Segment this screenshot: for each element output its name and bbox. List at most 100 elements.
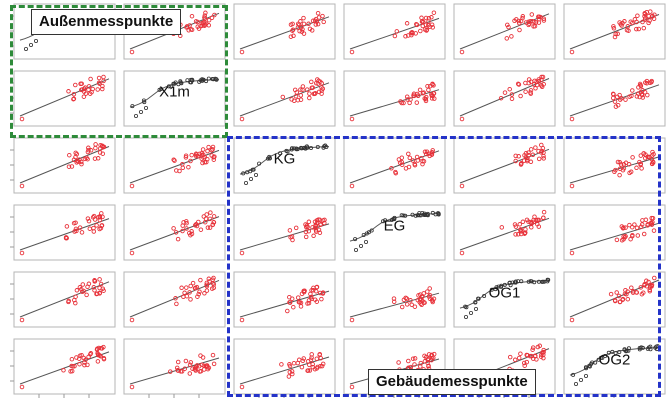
scatter-point bbox=[19, 384, 25, 390]
scatter-point bbox=[180, 162, 185, 167]
scatter-point bbox=[405, 97, 410, 102]
diagonal-point bbox=[606, 350, 611, 355]
scatter-point bbox=[101, 74, 106, 80]
scatter-point bbox=[524, 359, 530, 365]
scatter-point bbox=[199, 150, 205, 156]
scatter-point bbox=[175, 368, 181, 373]
scatter-point bbox=[198, 227, 204, 232]
scatter-point bbox=[101, 288, 106, 293]
scatter-point bbox=[410, 30, 415, 36]
scatter-point bbox=[634, 26, 639, 32]
scatter-point bbox=[625, 24, 631, 29]
scatter-point bbox=[349, 49, 355, 55]
scatter-point bbox=[623, 234, 628, 239]
scatter-point bbox=[312, 366, 318, 372]
scatter-point bbox=[279, 362, 284, 367]
scatter-point bbox=[101, 344, 106, 350]
scatter-point bbox=[63, 235, 69, 240]
scatter-point bbox=[306, 228, 312, 234]
scatter-point bbox=[314, 221, 320, 226]
scatter-point bbox=[184, 293, 190, 299]
scatter-point bbox=[313, 90, 318, 96]
scatter-point bbox=[129, 183, 135, 189]
diagonal-point bbox=[315, 144, 320, 149]
scatter-point bbox=[611, 24, 616, 29]
diagonal-point bbox=[243, 180, 248, 185]
scatter-point bbox=[211, 220, 217, 225]
matrix-cell-r0-c3 bbox=[343, 3, 446, 60]
scatter-point bbox=[129, 317, 135, 323]
scatter-point bbox=[419, 15, 424, 21]
fit-line bbox=[129, 279, 220, 318]
fit-line bbox=[239, 290, 330, 318]
scatter-point bbox=[618, 162, 624, 167]
scatter-point bbox=[318, 222, 323, 228]
cell-frame bbox=[453, 137, 556, 194]
scatter-point bbox=[641, 151, 647, 156]
scatter-point bbox=[429, 149, 435, 155]
scatter-point bbox=[526, 150, 531, 155]
scatter-point bbox=[64, 224, 70, 229]
diagonal-point bbox=[493, 287, 498, 292]
scatter-point bbox=[349, 183, 355, 189]
scatter-point bbox=[625, 296, 631, 302]
scatter-point bbox=[77, 285, 83, 290]
scatter-point bbox=[299, 29, 305, 34]
scatter-point bbox=[520, 14, 526, 19]
scatter-point bbox=[538, 83, 544, 88]
fit-line bbox=[239, 356, 330, 385]
scatter-point bbox=[423, 15, 429, 21]
scatter-point bbox=[424, 149, 430, 154]
scatter-point bbox=[287, 362, 292, 367]
scatter-point bbox=[498, 95, 504, 101]
scatter-point bbox=[82, 362, 87, 368]
diagonal-point bbox=[536, 279, 541, 284]
diagonal-point bbox=[178, 80, 183, 85]
diagonal-point bbox=[410, 212, 415, 217]
scatter-point bbox=[647, 80, 653, 86]
scatter-point bbox=[188, 158, 193, 164]
scatter-point bbox=[431, 91, 437, 96]
scatter-point bbox=[184, 219, 189, 224]
scatter-point bbox=[320, 13, 325, 19]
scatter-point bbox=[239, 317, 245, 323]
scatter-point bbox=[518, 227, 523, 232]
scatter-point bbox=[96, 215, 101, 220]
diagonal-point bbox=[617, 349, 622, 354]
scatter-point bbox=[239, 384, 245, 390]
scatter-point bbox=[427, 24, 433, 29]
scatter-point bbox=[629, 20, 635, 26]
scatter-point bbox=[296, 299, 302, 305]
diagonal-point bbox=[482, 293, 487, 298]
scatter-point bbox=[99, 223, 104, 228]
scatter-point bbox=[206, 144, 211, 150]
scatter-point bbox=[509, 34, 514, 39]
scatter-point bbox=[188, 360, 194, 365]
scatter-point bbox=[521, 360, 527, 366]
matrix-cell-r0-c5 bbox=[563, 3, 666, 60]
scatter-point bbox=[619, 238, 625, 243]
scatter-point bbox=[431, 10, 437, 15]
diagonal-point bbox=[245, 170, 250, 175]
scatter-point bbox=[650, 215, 656, 221]
matrix-cell-r4-c3 bbox=[343, 271, 446, 328]
scatter-point bbox=[620, 226, 626, 231]
scatter-point bbox=[407, 155, 413, 161]
diagonal-point bbox=[383, 218, 388, 223]
scatter-point bbox=[72, 363, 77, 369]
scatter-point bbox=[206, 17, 212, 23]
scatter-point bbox=[193, 19, 199, 24]
diagonal-point bbox=[512, 280, 517, 285]
scatter-point bbox=[311, 233, 316, 239]
scatter-point bbox=[182, 290, 187, 296]
scatter-point bbox=[210, 147, 215, 152]
scatter-point bbox=[74, 151, 80, 157]
scatter-point bbox=[569, 49, 575, 55]
matrix-cell-r2-c0 bbox=[10, 137, 116, 194]
fit-line bbox=[349, 150, 440, 184]
scatter-point bbox=[512, 222, 518, 227]
scatter-point bbox=[621, 166, 627, 171]
scatter-point bbox=[74, 288, 80, 293]
diagonal-curve bbox=[459, 280, 550, 309]
scatter-point bbox=[408, 364, 414, 370]
